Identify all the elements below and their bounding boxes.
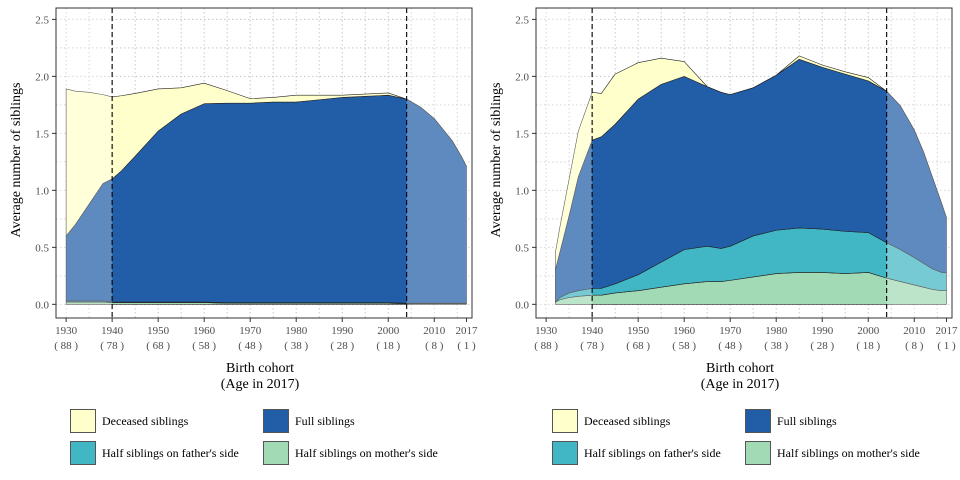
x-tick-age: ( 18 ) [856, 340, 880, 352]
x-tick-label: 1930 [55, 325, 78, 337]
legend-key-deceased [70, 409, 96, 433]
y-tick-label: 1.5 [35, 128, 49, 140]
x-tick-age: ( 88 ) [54, 340, 78, 352]
y-tick-label: 0.5 [515, 242, 529, 254]
x-tick-label: 1980 [285, 325, 308, 337]
x-tick-label: 1980 [765, 325, 788, 337]
x-tick-age: ( 8 ) [905, 340, 924, 352]
x-tick-age: ( 48 ) [718, 340, 742, 352]
legend-key-deceased [552, 409, 578, 433]
legend-label-deceased: Deceased siblings [584, 413, 671, 428]
y-tick-label: 1.5 [515, 128, 529, 140]
shade-left [536, 8, 593, 318]
legend-left: Deceased siblings Full siblings Half sib… [70, 408, 490, 468]
x-tick-age: ( 28 ) [330, 340, 354, 352]
legend-key-mother [745, 441, 771, 465]
legend-label-mother: Half siblings on mother's side [295, 445, 438, 460]
legend-label-father: Half siblings on father's side [102, 445, 239, 460]
x-tick-label: 1970 [719, 325, 742, 337]
y-tick-label: 0.5 [35, 242, 49, 254]
x-tick-label: 1960 [193, 325, 216, 337]
x-tick-label: 1970 [239, 325, 262, 337]
x-tick-age: ( 78 ) [100, 340, 124, 352]
legend-key-full [745, 409, 771, 433]
x-tick-label: 1940 [101, 325, 124, 337]
x-tick-age: ( 18 ) [376, 340, 400, 352]
x-tick-label: 2010 [903, 325, 926, 337]
area-deceased [65, 82, 467, 237]
legend-label-deceased: Deceased siblings [102, 413, 189, 428]
x-tick-age: ( 1 ) [937, 340, 956, 352]
legend-key-father [552, 441, 578, 465]
shade-right [886, 8, 952, 318]
legend-label-full: Full siblings [295, 413, 355, 428]
legend-item-full: Full siblings [745, 408, 837, 434]
figure: 0.0 0.5 1.0 1.5 2.0 2.5 1930 ( 88 ) 1940 ( 78 ) 19… [9, 7, 958, 392]
x-tick-age: ( 38 ) [764, 340, 788, 352]
legend-item-mother: Half siblings on mother's side [745, 440, 920, 466]
x-tick-age: ( 58 ) [192, 340, 216, 352]
x-tick-label: 1950 [147, 325, 170, 337]
y-axis-title: Average number of siblings [489, 83, 504, 238]
y-tick-label: 2.5 [35, 14, 49, 26]
legend-item-deceased: Deceased siblings [70, 408, 188, 434]
x-tick-label: 1990 [811, 325, 834, 337]
x-axis-subtitle: (Age in 2017) [701, 377, 780, 392]
x-tick-age: ( 58 ) [672, 340, 696, 352]
y-tick-label: 1.0 [35, 185, 49, 197]
legend-label-full: Full siblings [777, 413, 837, 428]
x-tick-label: 2010 [423, 325, 446, 337]
x-tick-age: ( 38 ) [284, 340, 308, 352]
x-axis-subtitle: (Age in 2017) [221, 377, 300, 392]
x-tick-label: 2000 [377, 325, 400, 337]
x-tick-label: 2017 [455, 325, 478, 337]
left-panel: 0.0 0.5 1.0 1.5 2.0 2.5 1930 ( 88 ) 1940 ( 78 ) 19… [9, 7, 478, 392]
x-tick-label: 1940 [581, 325, 604, 337]
x-tick-age: ( 68 ) [626, 340, 650, 352]
x-tick-age: ( 88 ) [534, 340, 558, 352]
legend-label-father: Half siblings on father's side [584, 445, 721, 460]
legend-item-full: Full siblings [263, 408, 355, 434]
area-deceased [555, 55, 947, 271]
shade-left [56, 8, 113, 318]
y-tick-label: 2.0 [35, 71, 49, 83]
x-tick-age: ( 68 ) [146, 340, 170, 352]
x-tick-age: ( 1 ) [457, 340, 476, 352]
legend-right: Deceased siblings Full siblings Half sib… [552, 408, 960, 468]
legend-key-full [263, 409, 289, 433]
x-tick-label: 2000 [857, 325, 880, 337]
legend-label-mother: Half siblings on mother's side [777, 445, 920, 460]
legend-item-deceased: Deceased siblings [552, 408, 670, 434]
panel-border [55, 7, 473, 319]
x-tick-label: 1950 [627, 325, 650, 337]
legend-item-mother: Half siblings on mother's side [263, 440, 438, 466]
y-tick-label: 1.0 [515, 185, 529, 197]
y-tick-label: 0.0 [35, 299, 49, 311]
x-tick-label: 1990 [331, 325, 354, 337]
x-tick-label: 2017 [935, 325, 958, 337]
x-tick-age: ( 8 ) [425, 340, 444, 352]
y-tick-label: 2.5 [515, 14, 529, 26]
x-axis-title: Birth cohort [706, 361, 774, 376]
legend-key-father [70, 441, 96, 465]
y-axis-title: Average number of siblings [9, 83, 24, 238]
x-axis-title: Birth cohort [226, 361, 294, 376]
panel-border [535, 7, 953, 319]
legend-item-father: Half siblings on father's side [70, 440, 239, 466]
y-tick-label: 0.0 [515, 299, 529, 311]
legend-item-father: Half siblings on father's side [552, 440, 721, 466]
legend-key-mother [263, 441, 289, 465]
x-tick-age: ( 48 ) [238, 340, 262, 352]
shade-right [406, 8, 472, 318]
x-tick-age: ( 28 ) [810, 340, 834, 352]
y-tick-label: 2.0 [515, 71, 529, 83]
x-tick-label: 1930 [535, 325, 558, 337]
x-tick-label: 1960 [673, 325, 696, 337]
x-tick-age: ( 78 ) [580, 340, 604, 352]
right-panel: 0.0 0.5 1.0 1.5 2.0 2.5 1930 ( 88 ) 1940 ( 78 ) 19… [489, 7, 958, 392]
